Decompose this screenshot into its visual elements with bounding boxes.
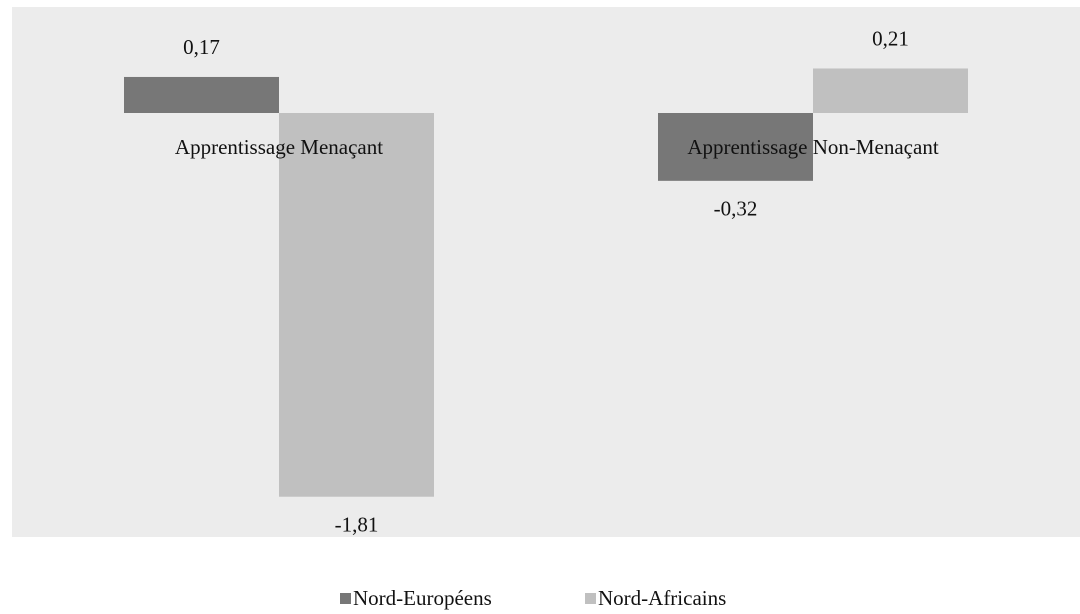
data-label: -0,32	[714, 197, 758, 221]
legend-marker	[585, 593, 596, 604]
bar	[813, 68, 968, 113]
category-label: Apprentissage Menaçant	[175, 135, 383, 159]
legend-label: Nord-Africains	[598, 586, 726, 610]
bar	[124, 76, 279, 113]
legend-label: Nord-Européens	[353, 586, 492, 610]
data-label: -1,81	[335, 513, 379, 537]
legend-marker	[340, 593, 351, 604]
category-label: Apprentissage Non-Menaçant	[687, 135, 938, 159]
data-label: 0,21	[872, 26, 909, 50]
bar	[279, 113, 434, 497]
data-label: 0,17	[183, 35, 220, 59]
bar	[658, 113, 813, 181]
